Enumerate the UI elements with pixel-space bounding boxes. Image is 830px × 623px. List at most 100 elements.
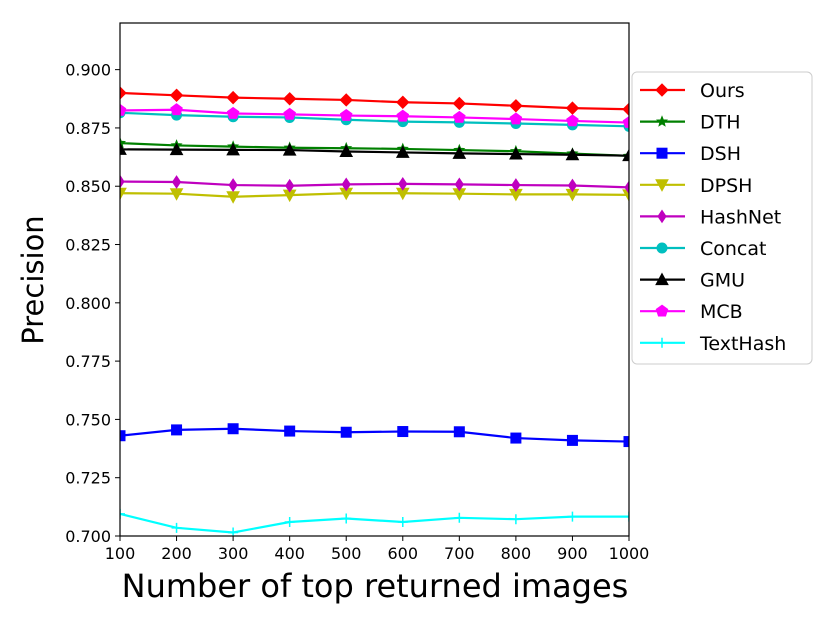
data-point-mcb [566,114,579,127]
data-point-ours [396,95,410,109]
data-point-ours [452,96,467,111]
data-point-dsh [171,424,183,436]
data-point-texthash [120,508,125,519]
x-axis-label: Number of top returned images [122,567,629,605]
legend-label-gmu: GMU [700,270,745,292]
legend-item-dsh: DSH [640,143,741,165]
legend-marker-dth [655,115,669,127]
x-tick-label: 600 [388,544,419,563]
data-point-gmu [395,145,410,158]
series-layer [120,86,629,536]
data-point-dsh [510,432,522,444]
data-point-gmu [452,146,467,159]
legend-item-mcb: MCB [640,301,743,323]
series-line-dth [120,141,629,158]
legend-label-texthash: TextHash [699,333,786,355]
y-tick-label: 0.700 [65,527,111,546]
legend-label-ours: Ours [700,80,745,102]
data-point-hashnet [567,178,578,193]
legend-item-ours: Ours [640,80,745,102]
series-gmu [120,142,629,162]
data-point-dpsh [120,187,127,201]
data-point-dsh [340,426,352,438]
series-line-dsh [120,427,629,443]
series-texthash [120,508,629,536]
legend-marker-dsh [656,147,668,159]
data-point-hashnet [341,177,351,192]
x-tick-label: 700 [444,544,475,563]
data-point-texthash [397,517,408,528]
data-point-ours [120,86,127,100]
data-point-ours [565,101,580,115]
data-point-hashnet [285,178,295,193]
y-tick-label: 0.850 [65,177,111,196]
data-point-texthash [341,513,352,524]
series-line-hashnet [120,180,629,189]
data-point-dsh [566,434,578,446]
data-point-gmu [282,143,297,156]
y-tick-label: 0.825 [65,236,111,255]
legend-item-texthash: TextHash [640,333,786,355]
x-tick-label: 500 [331,544,362,563]
data-point-mcb [170,103,183,116]
legend-frame [631,71,813,365]
x-tick-label: 1000 [609,544,650,563]
legend-item-concat: Concat [640,238,766,260]
y-axis: 0.700 0.725 0.750 0.775 0.800 0.825 0.850 0.875… [65,61,120,546]
data-point-gmu [169,142,184,156]
data-point-texthash [454,512,465,523]
legend-item-dpsh: DPSH [640,175,752,197]
legend-marker-texthash [657,337,667,348]
data-point-ours [339,93,353,107]
data-point-texthash [510,514,521,525]
data-point-gmu [565,147,580,161]
series-ours [120,86,629,116]
data-point-ours [282,92,297,106]
data-point-hashnet [171,175,182,189]
y-axis-label: Precision [16,215,50,344]
x-axis: 100 200 300 400 500 600 700 800 900 1000 [105,536,650,563]
x-tick-label: 800 [501,544,532,563]
data-point-dsh [227,423,239,435]
series-line-mcb [120,108,629,124]
legend-item-dth: DTH [640,112,741,134]
data-point-ours [622,102,629,116]
data-point-gmu [509,147,523,160]
series-line-texthash [120,512,629,534]
y-tick-label: 0.775 [65,352,111,371]
x-tick-label: 900 [557,544,588,563]
data-point-dsh [120,430,126,442]
x-tick-label: 400 [274,544,305,563]
data-point-mcb [283,107,296,120]
plot-area-frame [119,22,630,537]
data-point-ours [226,90,240,105]
data-point-dsh [397,426,409,438]
data-point-ours [169,88,184,102]
data-point-dpsh [622,189,629,202]
y-tick-label: 0.875 [65,119,111,138]
legend: Ours DTH DSH DPSH HashNet Concat GMU MCB TextHas… [631,71,813,365]
data-point-texthash [284,517,295,528]
legend-marker-ours [655,83,669,97]
data-point-mcb [339,108,353,121]
data-point-mcb [396,109,410,122]
legend-marker-mcb [655,304,669,317]
data-point-mcb [622,115,629,128]
legend-label-hashnet: HashNet [700,206,781,228]
series-mcb [120,103,629,128]
legend-label-dsh: DSH [700,143,741,165]
data-point-mcb [509,112,523,125]
data-point-hashnet [120,174,125,189]
legend-marker-gmu [655,272,669,286]
data-point-dsh [623,436,629,448]
data-point-gmu [339,144,354,157]
data-point-mcb [120,103,127,116]
series-line-gmu [120,148,629,157]
legend-label-concat: Concat [700,238,766,260]
legend-marker-dpsh [655,179,669,192]
data-point-dsh [453,426,465,438]
legend-marker-concat [656,242,668,254]
series-line-dpsh [120,192,629,198]
legend-label-mcb: MCB [700,301,743,323]
series-dpsh [120,187,629,204]
